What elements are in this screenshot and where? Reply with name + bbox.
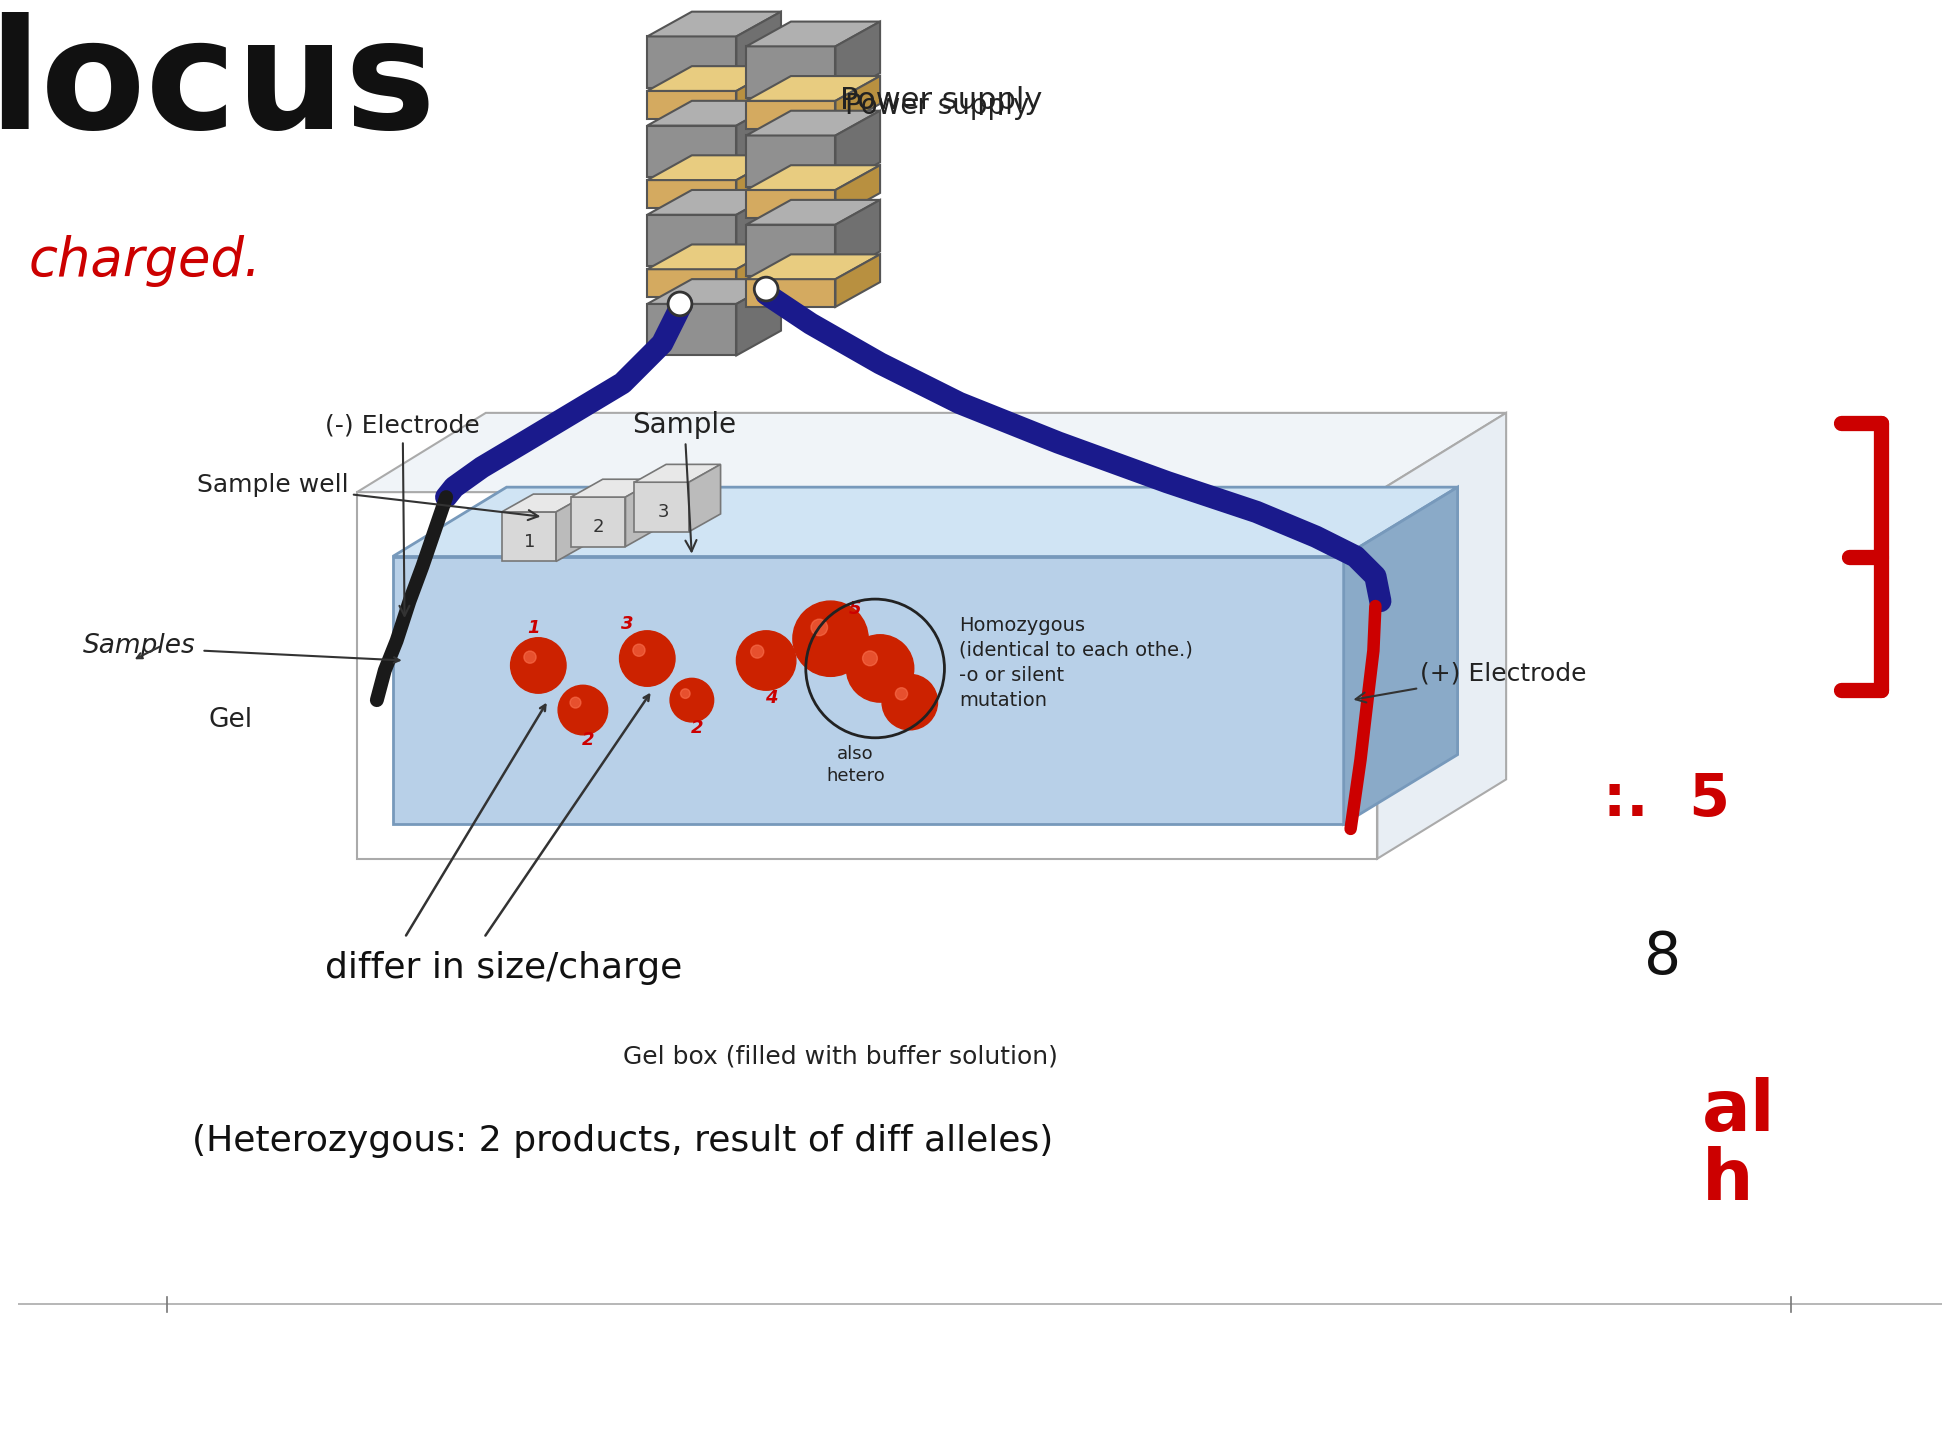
Polygon shape [835,76,880,129]
Circle shape [847,635,915,702]
Polygon shape [501,495,588,512]
Polygon shape [736,156,781,207]
Circle shape [670,678,713,722]
Polygon shape [1344,488,1458,824]
Text: (+) Electrode: (+) Electrode [1356,661,1587,702]
Polygon shape [647,214,736,266]
Polygon shape [746,166,880,190]
Circle shape [524,651,536,664]
Text: Power supply: Power supply [845,92,1029,120]
Polygon shape [736,279,781,356]
Circle shape [736,631,796,691]
Polygon shape [835,200,880,276]
Polygon shape [736,66,781,119]
Text: Sample: Sample [633,410,736,552]
Polygon shape [1377,413,1507,858]
Polygon shape [571,498,625,546]
Circle shape [571,698,581,708]
Circle shape [792,601,868,676]
Polygon shape [647,305,736,356]
Polygon shape [736,245,781,297]
Polygon shape [647,279,781,305]
Text: 2: 2 [581,731,594,749]
Polygon shape [746,255,880,279]
Polygon shape [647,245,781,269]
Polygon shape [647,156,781,180]
Circle shape [862,651,878,666]
Polygon shape [689,465,720,532]
Polygon shape [736,190,781,266]
Polygon shape [746,76,880,102]
Text: 5: 5 [849,601,862,618]
Polygon shape [746,225,835,276]
Circle shape [619,631,676,686]
Polygon shape [625,479,656,546]
Circle shape [680,689,689,698]
Polygon shape [835,21,880,97]
Polygon shape [647,92,736,119]
Polygon shape [647,269,736,297]
Text: Homozygous
(identical to each othe.)
-o or silent
mutation: Homozygous (identical to each othe.) -o … [959,616,1192,709]
Polygon shape [647,180,736,207]
Polygon shape [835,110,880,187]
Text: Power supply: Power supply [841,86,1043,116]
Polygon shape [647,190,781,214]
Text: Samples: Samples [84,632,196,659]
Text: 2: 2 [592,518,604,536]
Text: 1: 1 [524,532,536,551]
Text: charged.: charged. [27,235,260,286]
Polygon shape [746,102,835,129]
Polygon shape [835,166,880,217]
Text: 2: 2 [691,719,703,736]
Text: (Heterozygous: 2 products, result of diff alleles): (Heterozygous: 2 products, result of dif… [192,1124,1053,1158]
Polygon shape [555,495,588,562]
Polygon shape [635,482,689,532]
Circle shape [752,645,763,658]
Polygon shape [635,465,720,482]
Text: :.  5: :. 5 [1604,771,1730,828]
Circle shape [511,638,565,694]
Text: Sample well: Sample well [196,473,538,521]
Polygon shape [835,255,880,307]
Circle shape [557,685,608,735]
Polygon shape [647,102,781,126]
Text: 3: 3 [658,503,668,521]
Polygon shape [746,190,835,217]
Text: al: al [1703,1077,1775,1145]
Polygon shape [392,556,1344,824]
Polygon shape [647,36,736,89]
Circle shape [812,619,827,636]
Polygon shape [746,136,835,187]
Circle shape [895,688,907,699]
Polygon shape [357,413,1507,492]
Polygon shape [746,279,835,307]
Polygon shape [736,11,781,89]
Polygon shape [736,102,781,177]
Text: Gel: Gel [208,706,252,734]
Polygon shape [746,110,880,136]
Text: also
hetero: also hetero [825,745,886,785]
Text: differ in size/charge: differ in size/charge [326,951,682,985]
Circle shape [633,644,645,656]
Polygon shape [571,479,656,498]
Circle shape [753,277,779,300]
Text: (-) Electrode: (-) Electrode [326,413,480,616]
Polygon shape [501,512,555,562]
Text: Gel box (filled with buffer solution): Gel box (filled with buffer solution) [623,1045,1058,1068]
Text: 1: 1 [526,619,540,636]
Circle shape [668,292,691,316]
Circle shape [882,675,938,729]
Text: 8: 8 [1645,930,1682,987]
Polygon shape [392,488,1458,556]
Text: h: h [1703,1145,1754,1216]
Text: locus: locus [0,11,437,160]
Polygon shape [746,21,880,46]
Text: 4: 4 [765,689,777,708]
Polygon shape [647,126,736,177]
Polygon shape [647,11,781,36]
Polygon shape [647,66,781,92]
Polygon shape [746,46,835,97]
Polygon shape [746,200,880,225]
Text: 3: 3 [621,615,633,633]
